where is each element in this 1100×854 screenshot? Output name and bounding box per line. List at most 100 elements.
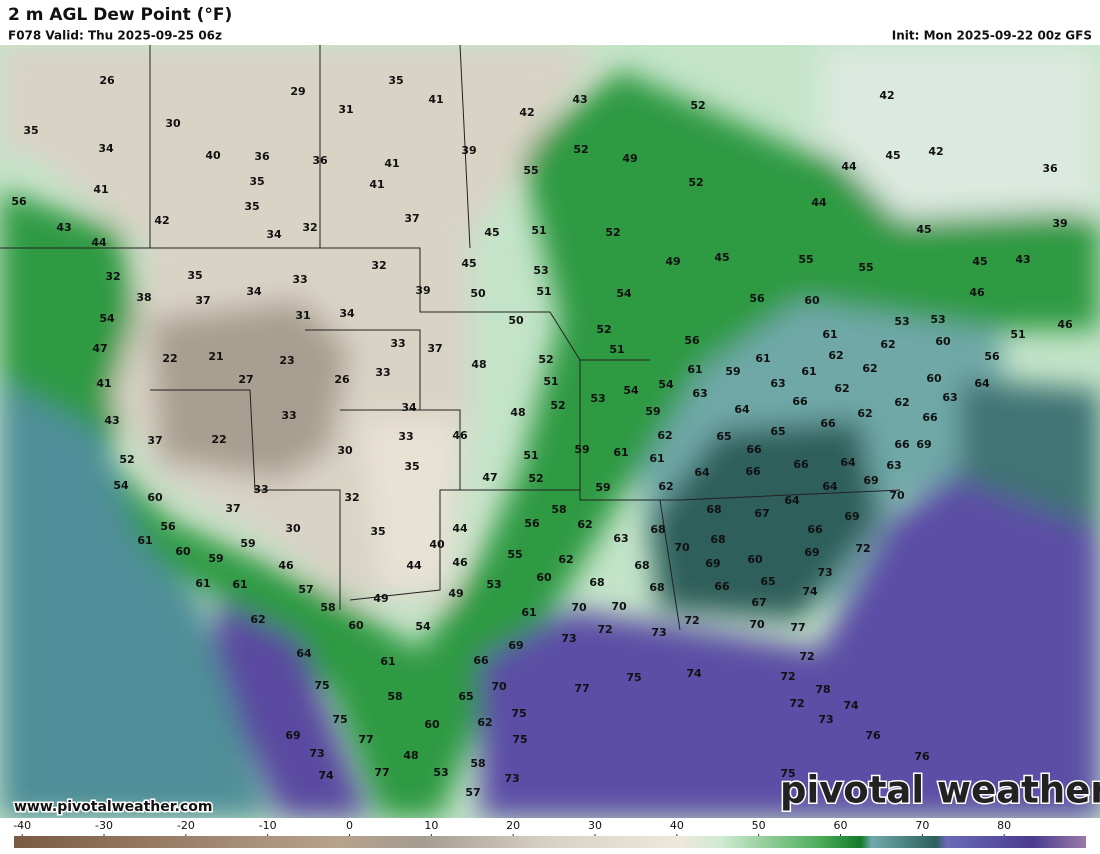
map-background xyxy=(0,45,1100,818)
dew-point-label: 59 xyxy=(574,443,589,456)
dew-point-label: 32 xyxy=(302,221,317,234)
dew-point-label: 36 xyxy=(1042,162,1058,175)
dew-point-label: 56 xyxy=(160,520,176,533)
dew-point-label: 69 xyxy=(844,510,859,523)
dew-point-label: 33 xyxy=(375,366,390,379)
dew-point-label: 26 xyxy=(99,74,115,87)
dew-point-label: 66 xyxy=(792,395,808,408)
dew-point-label: 66 xyxy=(714,580,730,593)
dew-point-label: 45 xyxy=(885,149,900,162)
dew-point-label: 61 xyxy=(649,452,664,465)
dew-point-label: 76 xyxy=(865,729,881,742)
boundaries xyxy=(0,45,901,631)
dew-point-label: 35 xyxy=(249,175,264,188)
dew-point-label: 73 xyxy=(817,566,832,579)
dew-point-label: 61 xyxy=(613,446,628,459)
dew-point-label: 48 xyxy=(471,358,486,371)
dew-point-label: 59 xyxy=(595,481,610,494)
dew-point-label: 64 xyxy=(974,377,990,390)
dew-point-label: 68 xyxy=(710,533,725,546)
colorbar-tick-label: 70 xyxy=(915,819,929,832)
dew-point-label: 58 xyxy=(320,601,335,614)
dew-point-label: 61 xyxy=(801,365,816,378)
dew-point-label: 44 xyxy=(841,160,857,173)
dew-point-label: 47 xyxy=(482,471,497,484)
colorbar-tick-label: 60 xyxy=(834,819,848,832)
dew-point-label: 45 xyxy=(972,255,987,268)
dew-point-label: 60 xyxy=(935,335,951,348)
dew-point-label: 43 xyxy=(572,93,587,106)
dew-point-label: 75 xyxy=(626,671,641,684)
colorbar-tick-label: 80 xyxy=(997,819,1011,832)
dew-point-label: 61 xyxy=(232,578,247,591)
dew-point-label: 62 xyxy=(558,553,573,566)
dew-point-label: 69 xyxy=(705,557,720,570)
dew-point-label: 66 xyxy=(807,523,823,536)
dew-point-label: 56 xyxy=(984,350,1000,363)
dew-point-label: 75 xyxy=(332,713,347,726)
dew-point-label: 60 xyxy=(348,619,364,632)
dew-point-label: 75 xyxy=(314,679,329,692)
dew-point-label: 44 xyxy=(811,196,827,209)
dew-point-label: 42 xyxy=(519,106,534,119)
dew-point-label: 75 xyxy=(512,733,527,746)
dew-point-label: 34 xyxy=(339,307,355,320)
dew-point-label: 50 xyxy=(470,287,486,300)
dew-point-label: 69 xyxy=(804,546,819,559)
colorbar-tick-label: 0 xyxy=(346,819,353,832)
dew-point-label: 72 xyxy=(597,623,612,636)
dew-point-label: 34 xyxy=(401,401,417,414)
init-time: Init: Mon 2025-09-22 00z GFS xyxy=(892,29,1092,43)
dew-point-label: 41 xyxy=(384,157,399,170)
dew-point-label: 51 xyxy=(531,224,546,237)
dew-point-label: 66 xyxy=(922,411,938,424)
dew-point-label: 43 xyxy=(104,414,119,427)
dew-point-label: 72 xyxy=(684,614,699,627)
dew-point-label: 62 xyxy=(894,396,909,409)
dew-point-label: 52 xyxy=(596,323,611,336)
dew-point-label: 68 xyxy=(706,503,721,516)
dew-point-label: 53 xyxy=(486,578,501,591)
dew-point-label: 62 xyxy=(828,349,843,362)
dew-point-label: 35 xyxy=(370,525,385,538)
dew-point-label: 41 xyxy=(369,178,384,191)
dew-point-label: 33 xyxy=(398,430,413,443)
dew-point-label: 73 xyxy=(561,632,576,645)
dew-point-label: 51 xyxy=(523,449,538,462)
dew-point-label: 60 xyxy=(536,571,552,584)
dew-point-label: 61 xyxy=(380,655,395,668)
dew-point-label: 51 xyxy=(609,343,624,356)
colorbar-tick-label: -30 xyxy=(95,819,113,832)
dew-point-label: 54 xyxy=(415,620,431,633)
dew-point-label: 63 xyxy=(942,391,957,404)
dew-point-label: 35 xyxy=(244,200,259,213)
dew-point-label: 21 xyxy=(208,350,223,363)
dew-point-label: 42 xyxy=(154,214,169,227)
dew-point-label: 42 xyxy=(928,145,943,158)
dew-point-label: 58 xyxy=(387,690,402,703)
dew-point-label: 36 xyxy=(312,154,328,167)
dew-point-label: 60 xyxy=(175,545,191,558)
dew-point-label: 37 xyxy=(427,342,442,355)
dew-point-label: 35 xyxy=(23,124,38,137)
dew-point-label: 30 xyxy=(165,117,181,130)
dew-point-label: 50 xyxy=(508,314,524,327)
dew-point-label: 53 xyxy=(894,315,909,328)
dew-point-label: 54 xyxy=(113,479,129,492)
dew-point-label: 27 xyxy=(238,373,253,386)
dew-point-label: 35 xyxy=(404,460,419,473)
dew-point-label: 63 xyxy=(613,532,628,545)
dew-point-label: 32 xyxy=(371,259,386,272)
dew-point-label: 64 xyxy=(822,480,838,493)
dew-point-label: 69 xyxy=(508,639,523,652)
dew-point-label: 52 xyxy=(573,143,588,156)
dew-point-label: 62 xyxy=(834,382,849,395)
dew-point-label: 60 xyxy=(747,553,763,566)
dew-point-label: 40 xyxy=(205,149,221,162)
dew-point-label: 64 xyxy=(694,466,710,479)
dew-point-label: 76 xyxy=(914,750,930,763)
dew-point-label: 61 xyxy=(137,534,152,547)
dew-point-label: 60 xyxy=(147,491,163,504)
dew-point-label: 52 xyxy=(605,226,620,239)
